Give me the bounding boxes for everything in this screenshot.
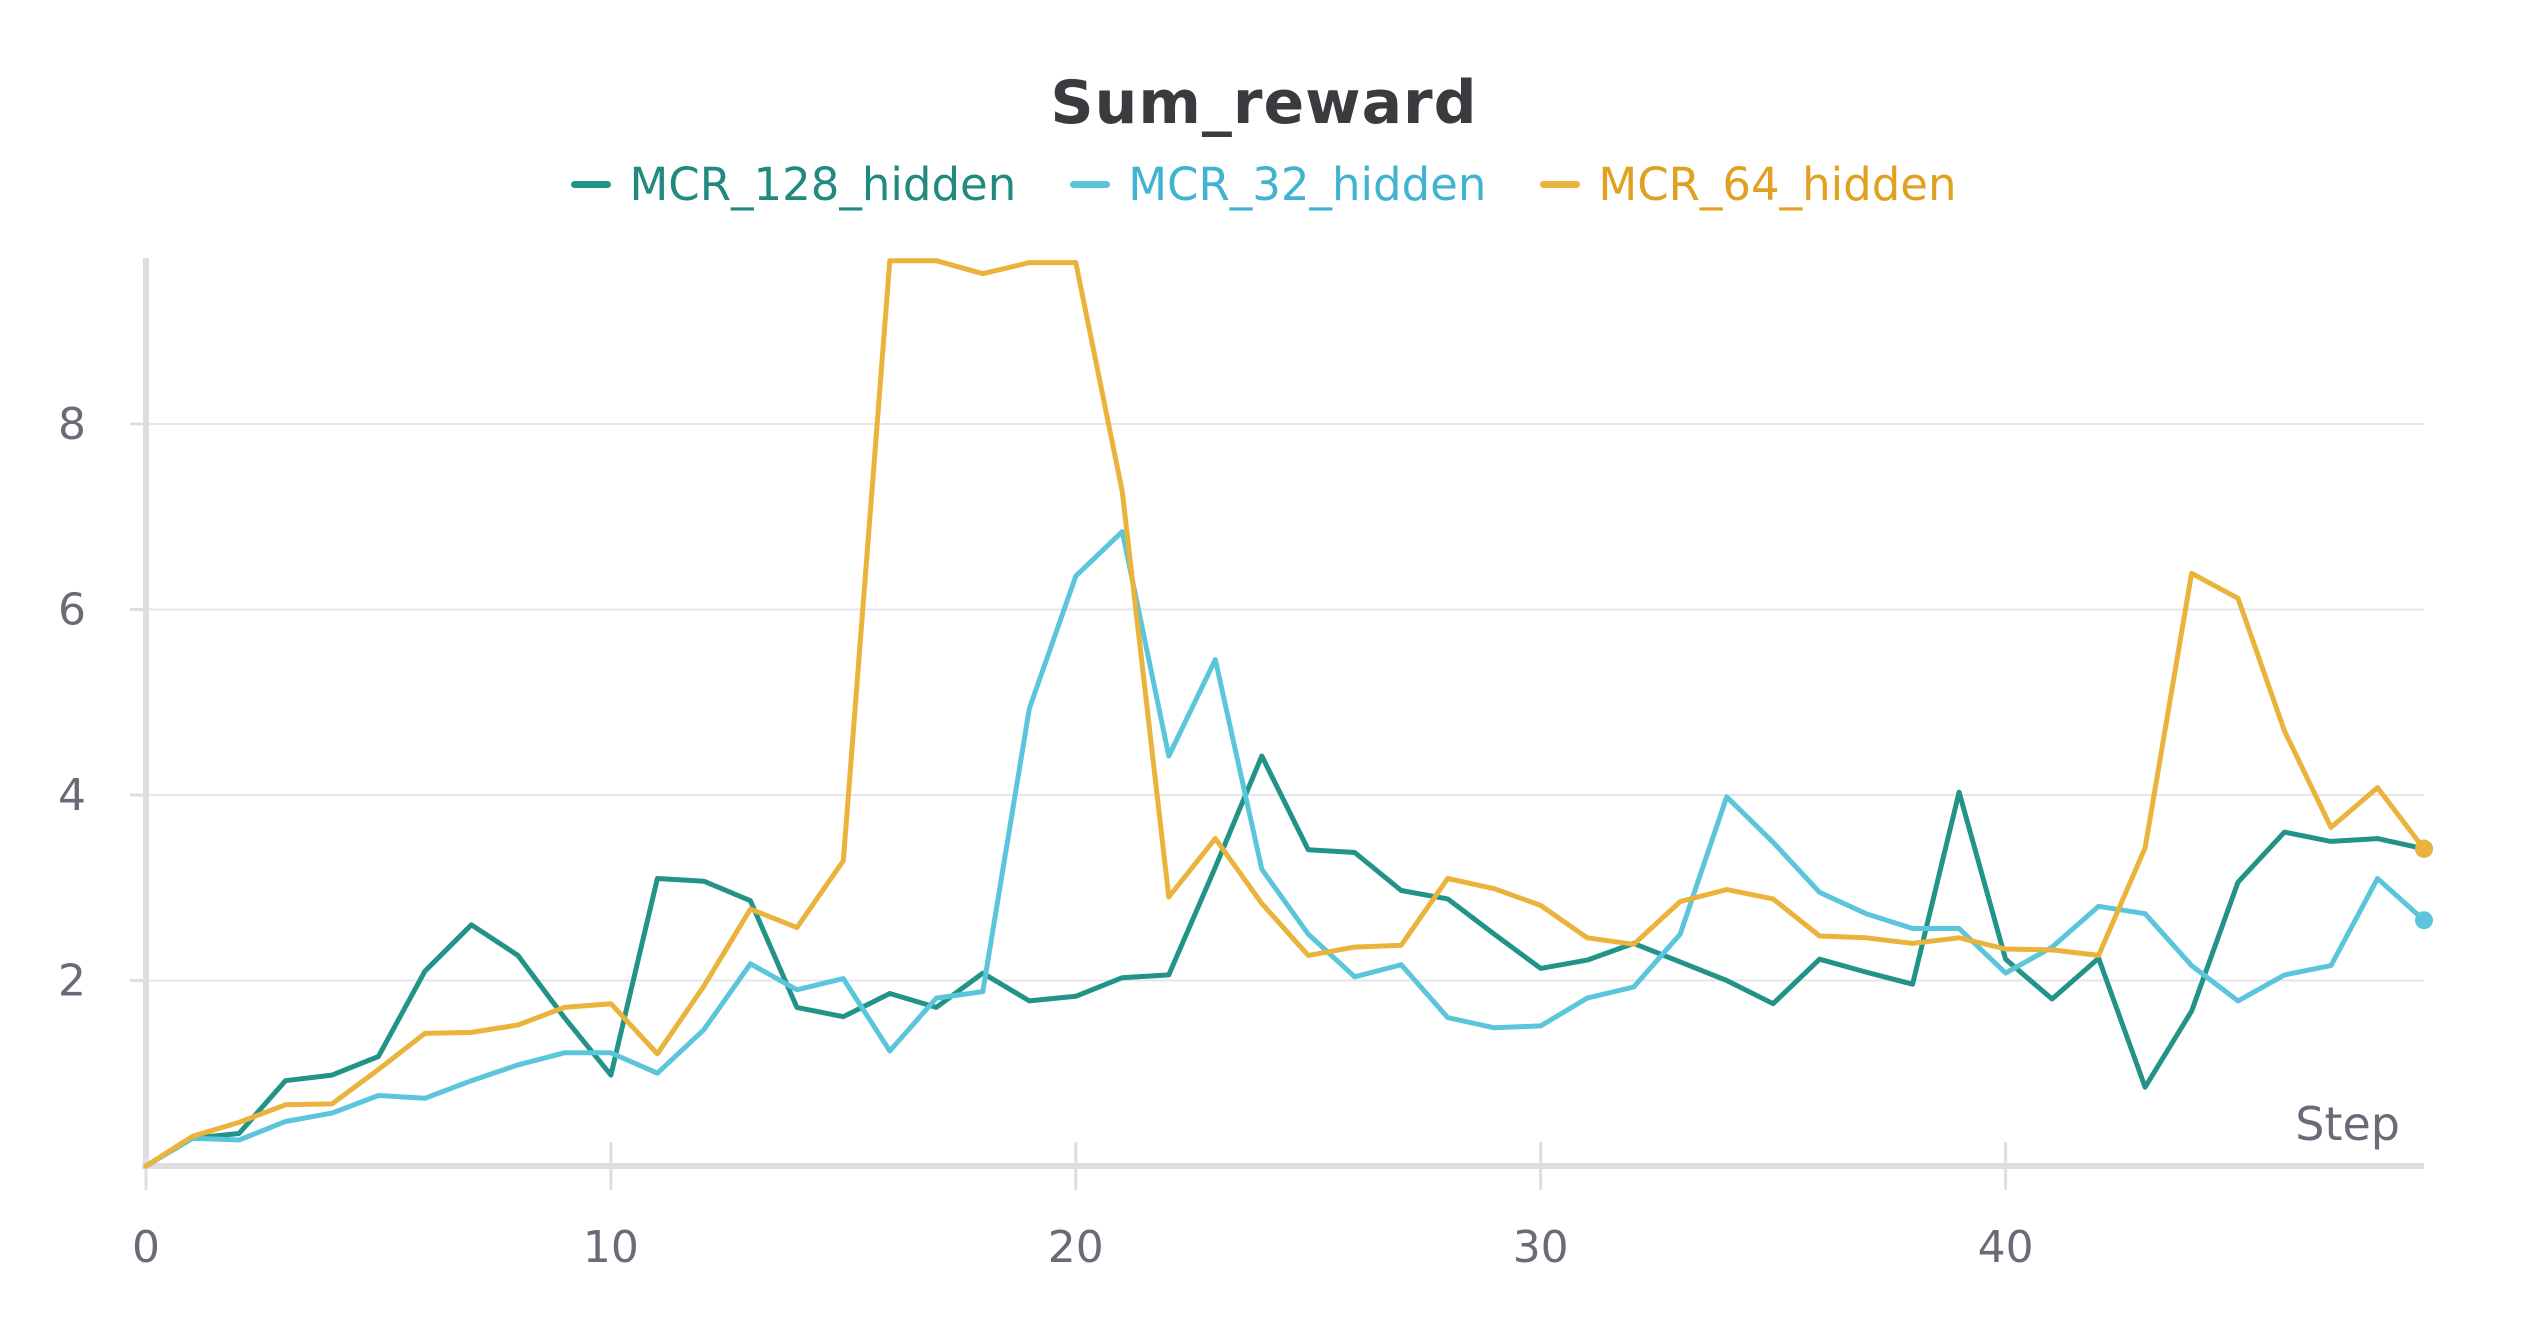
legend-item-mcr-128-hidden[interactable]: MCR_128_hidden	[571, 158, 1016, 211]
grid-lines	[146, 422, 2424, 982]
x-tick-label-40: 40	[1978, 1222, 2034, 1273]
legend-label-mcr-32-hidden: MCR_32_hidden	[1128, 158, 1487, 211]
legend-item-mcr-32-hidden[interactable]: MCR_32_hidden	[1070, 158, 1486, 211]
series-endpoint-mcr-32-hidden[interactable]	[2415, 911, 2433, 930]
tick-labels: 2 4 6 8 0 10 20 30 40 Step	[58, 399, 2400, 1273]
series-line-mcr-32-hidden[interactable]	[143, 529, 2427, 1169]
x-tick-label-10: 10	[583, 1222, 639, 1273]
chart-title: Sum_reward	[1050, 68, 1478, 138]
series-endpoint-mcr-64-hidden[interactable]	[2415, 839, 2433, 858]
legend-swatch-mcr-64-hidden	[1540, 181, 1581, 188]
legend-swatch-mcr-128-hidden	[571, 181, 612, 188]
series-line-mcr-128-hidden[interactable]	[143, 753, 2427, 1169]
x-axis-title: Step	[2295, 1097, 2400, 1151]
x-tick-label-20: 20	[1048, 1222, 1104, 1273]
legend-swatch-mcr-32-hidden	[1070, 181, 1111, 188]
axes	[130, 258, 2424, 1190]
legend-label-mcr-64-hidden: MCR_64_hidden	[1598, 158, 1957, 211]
series-lines	[143, 258, 2433, 1169]
y-tick-label-2: 2	[58, 955, 86, 1006]
x-tick-label-30: 30	[1513, 1222, 1569, 1273]
y-tick-label-4: 4	[58, 770, 86, 821]
legend: MCR_128_hidden MCR_32_hidden MCR_64_hidd…	[0, 158, 2528, 211]
legend-label-mcr-128-hidden: MCR_128_hidden	[629, 158, 1017, 211]
x-tick-label-0: 0	[132, 1222, 160, 1273]
y-tick-label-8: 8	[58, 399, 86, 450]
y-tick-label-6: 6	[58, 584, 86, 635]
series-line-mcr-64-hidden[interactable]	[143, 258, 2427, 1169]
legend-item-mcr-64-hidden[interactable]: MCR_64_hidden	[1540, 158, 1957, 211]
